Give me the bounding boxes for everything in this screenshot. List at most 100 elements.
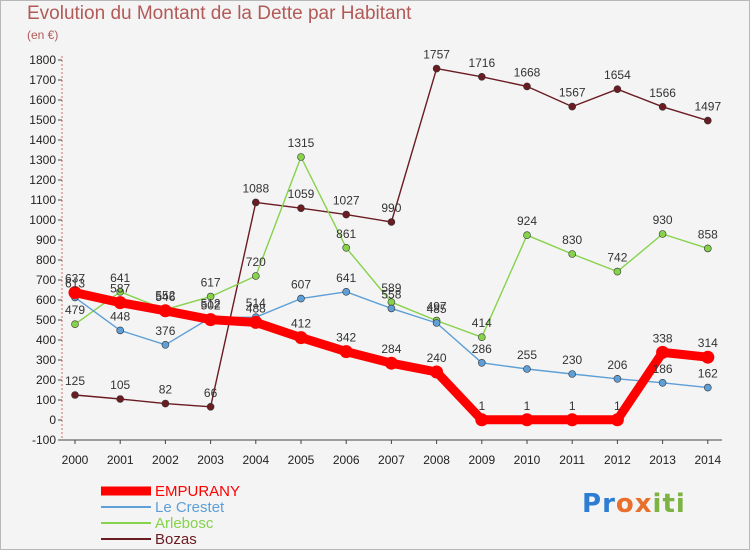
data-point-bozas	[206, 402, 215, 411]
data-point-le-crestet	[342, 287, 351, 296]
y-tick-label: 1500	[29, 113, 56, 127]
data-label-bozas: 1668	[514, 65, 541, 79]
data-point-arlebosc	[703, 244, 712, 253]
x-tick-label: 2005	[288, 453, 315, 467]
data-point-bozas	[71, 391, 79, 399]
data-label-empurany: 1	[478, 399, 485, 413]
data-point-arlebosc	[613, 267, 622, 276]
data-point-empurany	[113, 296, 127, 310]
data-label-le-crestet: 186	[653, 362, 673, 376]
y-tick-label: 800	[36, 253, 56, 267]
data-label-empurany: 1	[524, 399, 531, 413]
data-label-arlebosc: 641	[110, 271, 130, 285]
data-label-arlebosc: 589	[381, 281, 401, 295]
x-tick-label: 2011	[559, 453, 585, 467]
data-point-empurany	[249, 315, 263, 329]
data-point-le-crestet	[477, 358, 486, 367]
x-tick-label: 2001	[107, 453, 134, 467]
data-label-bozas: 990	[381, 201, 401, 215]
data-point-arlebosc	[116, 287, 124, 296]
data-label-arlebosc: 1315	[288, 136, 315, 150]
data-point-bozas	[161, 399, 170, 408]
data-label-bozas: 1088	[242, 181, 269, 195]
legend-label: EMPURANY	[155, 483, 240, 500]
data-label-empurany: 587	[110, 282, 130, 296]
data-point-bozas	[613, 85, 622, 93]
y-tick-label: 1000	[29, 213, 56, 227]
data-point-bozas	[432, 64, 441, 73]
data-point-bozas	[297, 204, 305, 212]
data-label-bozas: 1497	[694, 100, 721, 114]
data-point-bozas	[477, 73, 486, 81]
data-label-le-crestet: 230	[562, 353, 582, 367]
data-point-le-crestet	[387, 304, 396, 313]
data-point-le-crestet	[116, 326, 124, 335]
data-label-arlebosc: 720	[246, 255, 266, 269]
x-tick-label: 2008	[423, 453, 450, 467]
data-label-le-crestet: 376	[155, 324, 175, 338]
y-tick-label: 1400	[29, 133, 56, 147]
data-label-bozas: 66	[204, 386, 218, 400]
data-label-bozas: 1757	[423, 48, 450, 62]
data-label-arlebosc: 861	[336, 227, 356, 241]
data-point-le-crestet	[703, 383, 712, 392]
data-label-empurany: 284	[381, 342, 401, 356]
data-point-arlebosc	[71, 320, 79, 329]
x-tick-label: 2013	[649, 453, 676, 467]
data-label-bozas: 1566	[649, 86, 676, 100]
data-label-bozas: 1567	[559, 86, 586, 100]
data-point-bozas	[116, 395, 124, 403]
x-tick-label: 2009	[468, 453, 495, 467]
data-label-arlebosc: 930	[653, 213, 673, 227]
data-point-empurany	[68, 286, 82, 300]
data-label-arlebosc: 617	[201, 276, 221, 290]
data-point-le-crestet	[297, 294, 305, 303]
data-label-bozas: 1716	[468, 56, 495, 70]
y-tick-label: 400	[36, 333, 56, 347]
data-label-bozas: 82	[159, 383, 173, 397]
y-tick-label: 1200	[29, 173, 56, 187]
data-label-empurany: 1	[569, 399, 576, 413]
data-label-arlebosc: 742	[607, 251, 627, 265]
data-label-bozas: 1059	[288, 187, 315, 201]
data-label-bozas: 1027	[333, 194, 360, 208]
y-tick-label: 1700	[29, 73, 56, 87]
y-tick-label: 600	[36, 293, 56, 307]
data-label-le-crestet: 206	[607, 358, 627, 372]
data-label-le-crestet: 286	[472, 342, 492, 356]
data-label-le-crestet: 255	[517, 348, 537, 362]
data-label-arlebosc: 414	[472, 316, 492, 330]
y-tick-label: 1600	[29, 93, 56, 107]
data-label-le-crestet: 485	[427, 302, 447, 316]
data-point-arlebosc	[523, 231, 531, 239]
data-point-empurany	[384, 356, 398, 370]
data-point-bozas	[342, 210, 351, 219]
data-label-le-crestet: 613	[65, 276, 85, 290]
data-point-arlebosc	[297, 153, 305, 161]
data-label-empurany: 314	[698, 336, 718, 350]
data-point-empurany	[565, 413, 579, 427]
x-tick-label: 2012	[604, 453, 631, 467]
y-tick-label: 300	[36, 353, 56, 367]
data-label-empurany: 502	[201, 299, 221, 313]
data-label-empurany: 412	[291, 317, 311, 331]
legend-label: Arlebosc	[155, 515, 214, 532]
data-point-le-crestet	[523, 365, 531, 373]
data-label-le-crestet: 448	[110, 309, 130, 323]
data-label-empurany: 546	[155, 290, 175, 304]
data-point-empurany	[656, 345, 670, 359]
data-label-empurany: 1	[614, 399, 621, 413]
data-point-bozas	[658, 103, 667, 111]
proxiti-logo: Proxiti	[582, 489, 686, 519]
data-point-empurany	[520, 413, 534, 427]
data-label-le-crestet: 514	[246, 296, 266, 310]
data-point-empurany	[339, 345, 353, 359]
data-point-empurany	[475, 413, 489, 427]
data-label-le-crestet: 558	[381, 287, 401, 301]
y-tick-label: 1300	[29, 153, 56, 167]
data-point-le-crestet	[432, 319, 441, 327]
data-label-empurany: 488	[246, 301, 266, 315]
data-point-empurany	[294, 331, 308, 345]
data-point-bozas	[703, 116, 712, 125]
